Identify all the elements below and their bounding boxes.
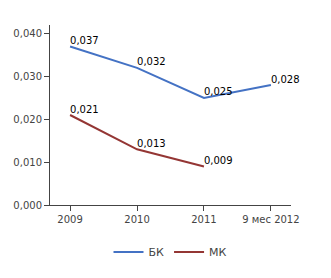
svg-text:2009: 2009 [57, 214, 82, 225]
svg-text:0,025: 0,025 [204, 86, 233, 97]
svg-text:0,009: 0,009 [204, 155, 233, 166]
svg-text:2011: 2011 [191, 214, 216, 225]
svg-text:БК: БК [149, 246, 165, 259]
svg-text:0,010: 0,010 [13, 157, 42, 168]
svg-text:9 мес 2012: 9 мес 2012 [242, 214, 299, 225]
svg-text:0,013: 0,013 [137, 138, 166, 149]
svg-text:0,021: 0,021 [70, 104, 99, 115]
svg-text:0,028: 0,028 [271, 74, 300, 85]
svg-text:0,040: 0,040 [13, 28, 42, 39]
svg-text:0,020: 0,020 [13, 114, 42, 125]
svg-text:2010: 2010 [124, 214, 149, 225]
svg-text:0,030: 0,030 [13, 71, 42, 82]
svg-text:0,037: 0,037 [70, 35, 99, 46]
svg-text:МК: МК [209, 246, 226, 259]
svg-text:0,032: 0,032 [137, 56, 166, 67]
svg-text:0,000: 0,000 [13, 200, 42, 211]
